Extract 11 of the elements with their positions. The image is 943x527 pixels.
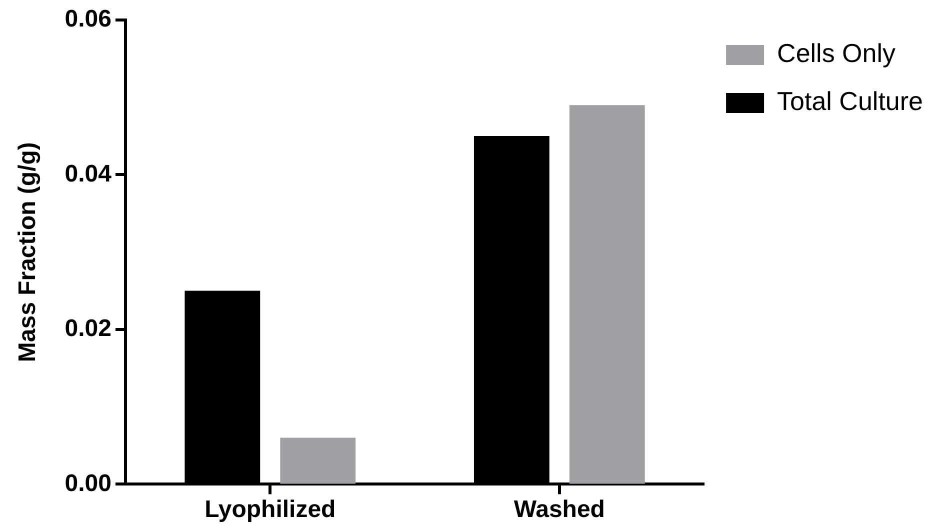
bar <box>569 105 645 484</box>
x-tick-label: Washed <box>514 496 605 524</box>
y-axis-title: Mass Fraction (g/g) <box>14 142 42 362</box>
y-tick-label: 0.00 <box>64 470 112 497</box>
y-tick-label: 0.02 <box>64 315 112 342</box>
legend-label: Total Culture <box>777 86 924 116</box>
legend-label: Cells Only <box>777 38 896 68</box>
x-tick-label: Lyophilized <box>204 496 336 524</box>
y-tick-label: 0.04 <box>64 160 112 188</box>
bar <box>280 438 356 484</box>
y-tick-label: 0.06 <box>64 6 112 33</box>
